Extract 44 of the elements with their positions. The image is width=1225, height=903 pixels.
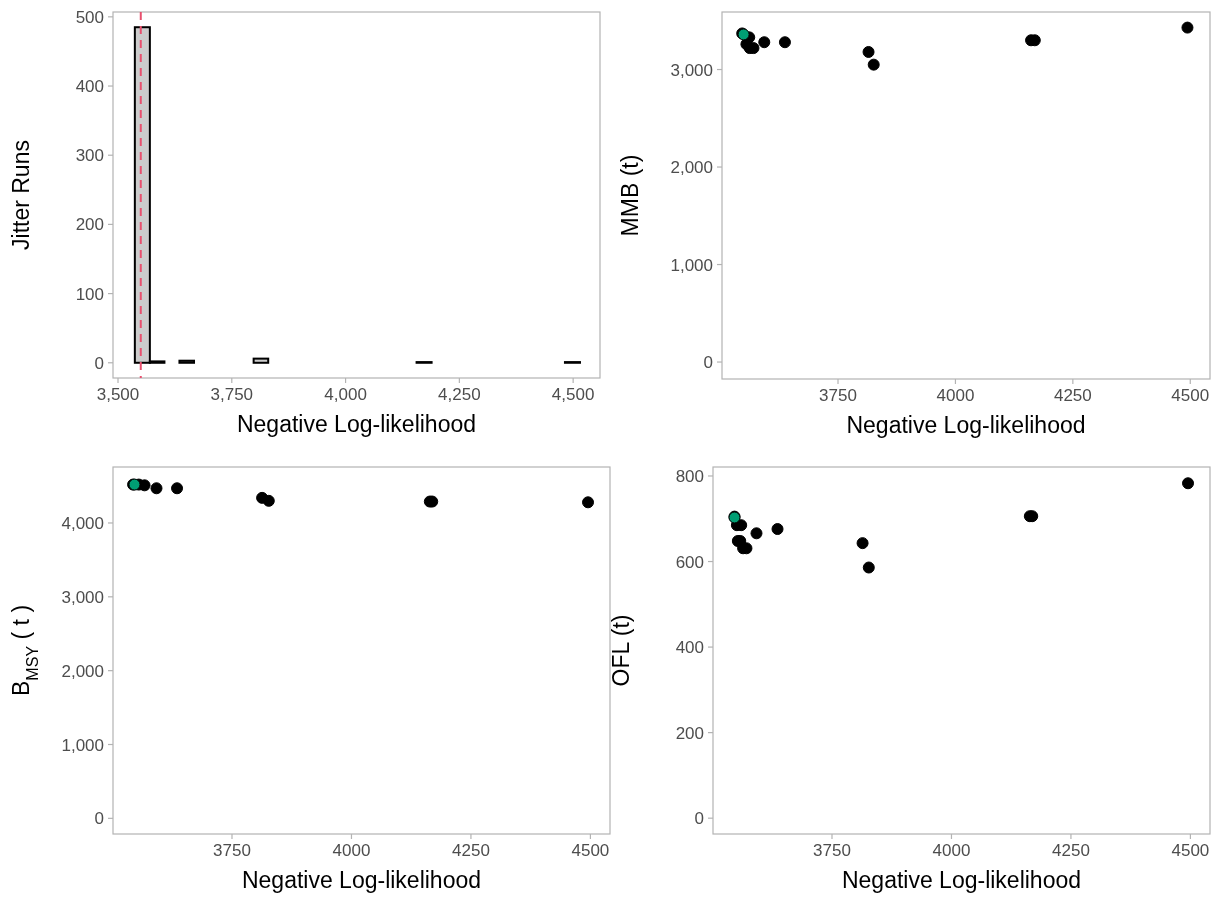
- x-tick-label: 4500: [1171, 386, 1210, 405]
- x-axis-title: Negative Log-likelihood: [236, 411, 477, 437]
- y-axis-title: Jitter Runs: [8, 140, 34, 250]
- x-axis-title: Negative Log-likelihood: [841, 867, 1082, 893]
- y-tick-label: 100: [75, 284, 104, 304]
- x-tick-label: 4250: [452, 841, 490, 860]
- x-tick-label: 3750: [813, 841, 851, 860]
- y-tick-label: 200: [75, 215, 104, 235]
- x-tick-label: 4250: [1053, 386, 1092, 405]
- y-tick-label: 500: [75, 7, 104, 27]
- x-tick-label: 4,500: [551, 385, 595, 404]
- x-tick-label: 3750: [819, 386, 857, 405]
- x-tick-label: 4250: [1052, 841, 1090, 860]
- x-tick-label: 4,250: [438, 385, 481, 404]
- y-tick-label: 2,000: [670, 158, 713, 178]
- y-tick-label: 3,000: [670, 60, 713, 80]
- x-tick-label: 3750: [213, 841, 251, 860]
- y-tick-label: 0: [94, 809, 104, 829]
- y-tick-label: 1,000: [670, 255, 713, 275]
- y-tick-label: 800: [675, 466, 704, 486]
- y-tick-label: 400: [675, 638, 704, 658]
- x-tick-label: 3,500: [96, 385, 140, 404]
- x-tick-label: 4500: [1171, 841, 1210, 860]
- y-tick-label: 2,000: [61, 661, 104, 681]
- y-tick-label: 200: [675, 723, 704, 743]
- y-axis-title: OFL (t): [608, 614, 634, 687]
- x-tick-label: 4500: [571, 841, 610, 860]
- x-tick-label: 4,000: [324, 385, 367, 404]
- x-tick-label: 4000: [932, 841, 971, 860]
- y-axis-title: MMB (t): [617, 154, 643, 237]
- y-tick-label: 3,000: [61, 587, 104, 607]
- x-tick-label: 4000: [936, 386, 975, 405]
- y-tick-label: 600: [675, 552, 704, 572]
- x-tick-label: 3,750: [210, 385, 254, 404]
- y-tick-label: 400: [75, 77, 104, 97]
- x-tick-label: 4000: [332, 841, 371, 860]
- x-axis-title: Negative Log-likelihood: [846, 412, 1086, 438]
- y-tick-label: 1,000: [61, 735, 104, 755]
- x-axis-title: Negative Log-likelihood: [241, 867, 482, 893]
- y-tick-label: 0: [703, 353, 713, 373]
- y-tick-label: 4,000: [61, 513, 104, 533]
- y-tick-label: 0: [94, 353, 104, 373]
- y-tick-label: 300: [75, 146, 104, 166]
- y-tick-label: 0: [694, 809, 704, 829]
